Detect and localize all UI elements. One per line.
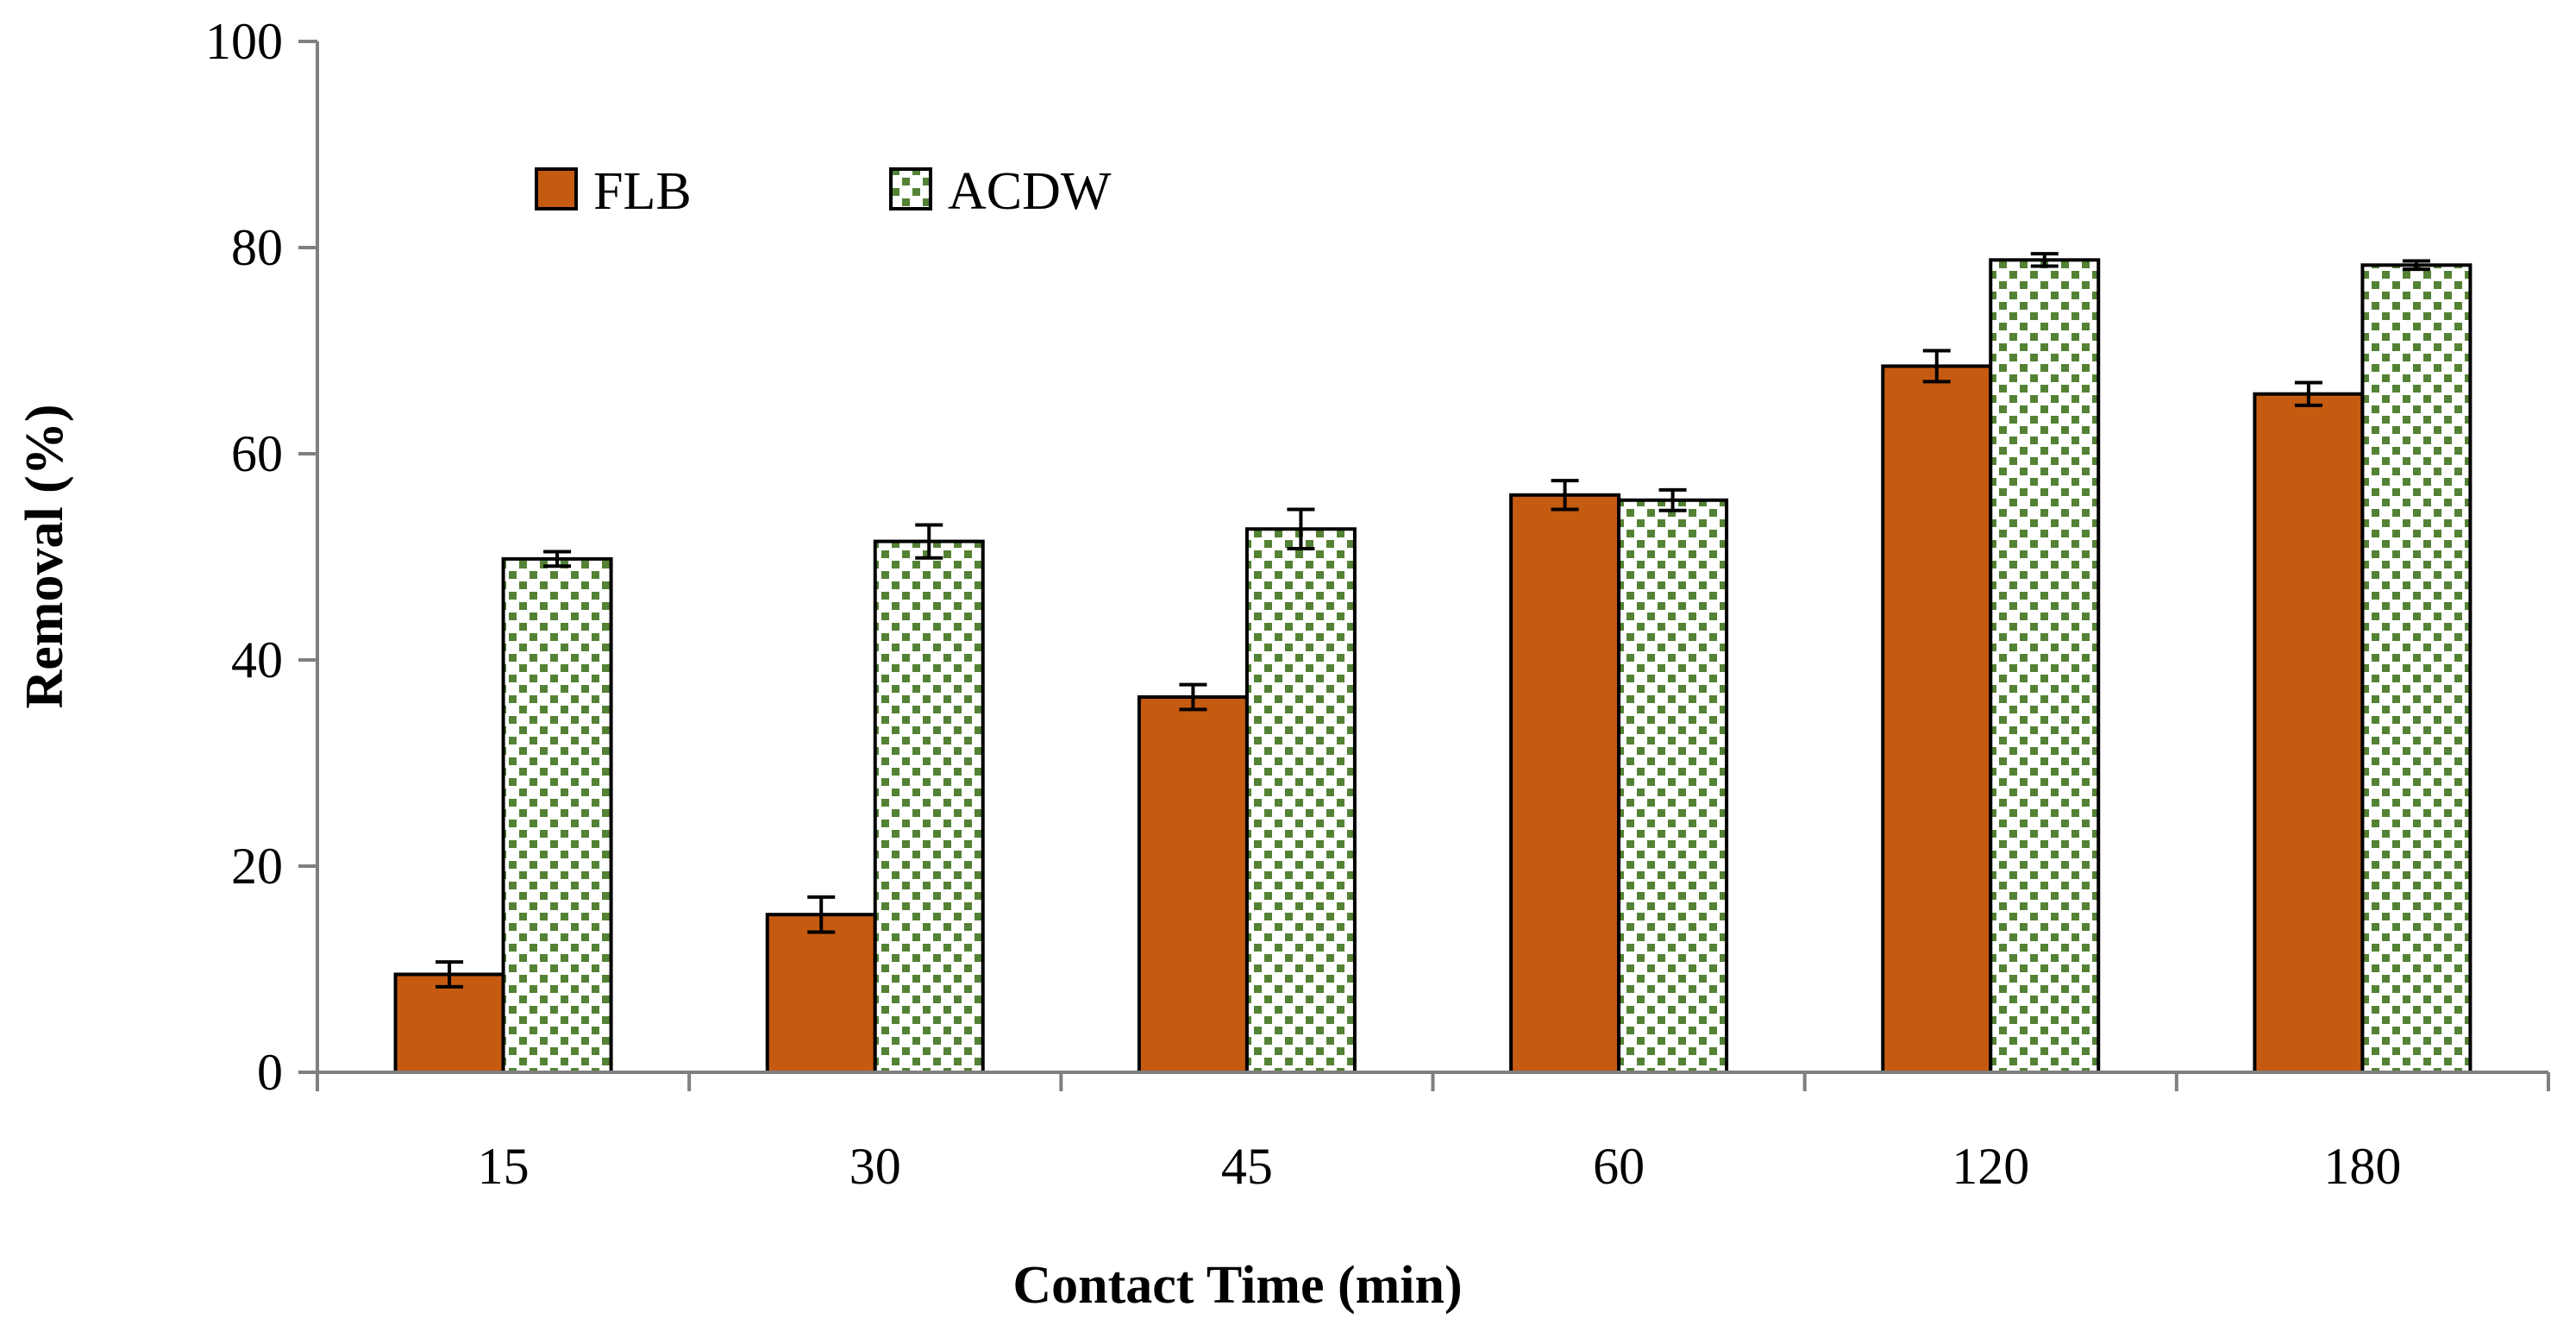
x-tick-label: 15: [478, 1138, 530, 1195]
bars-group: [393, 252, 2473, 1075]
bar-acdw-45: [1244, 527, 1357, 1074]
x-tick-label: 120: [1952, 1138, 2029, 1195]
bar-flb-180: [2253, 392, 2365, 1074]
bar-flb-45: [1137, 695, 1249, 1075]
y-tick-label: 60: [231, 425, 283, 482]
y-tick-label: 0: [257, 1044, 283, 1101]
x-tick-label: 45: [1221, 1138, 1273, 1195]
bar-acdw-60: [1617, 498, 1729, 1074]
legend: FLB ACDW: [535, 162, 1112, 221]
bar-flb-60: [1509, 493, 1621, 1074]
y-tick-label: 20: [231, 838, 283, 895]
x-axis-ticks: 15 30 45 60 120 180: [316, 1072, 2550, 1195]
x-tick-label: 180: [2323, 1138, 2401, 1195]
legend-swatch-acdw: [889, 167, 932, 210]
bar-flb-120: [1881, 364, 1993, 1074]
bar-acdw-15: [501, 556, 613, 1074]
bar-acdw-30: [873, 539, 985, 1074]
y-tick-label: 80: [231, 219, 283, 276]
bar-flb-15: [393, 972, 505, 1074]
bar-flb-30: [765, 913, 877, 1075]
bar-acdw-120: [1989, 258, 2101, 1074]
legend-label-acdw: ACDW: [948, 162, 1112, 221]
y-axis-title: Removal (%): [16, 405, 74, 709]
legend-swatch-flb: [535, 167, 578, 210]
x-axis-title: Contact Time (min): [1012, 1256, 1462, 1315]
y-axis-ticks: 0 20 40 60 80 100: [205, 13, 317, 1101]
x-tick-label: 30: [849, 1138, 901, 1195]
bar-acdw-180: [2360, 263, 2473, 1074]
legend-label-flb: FLB: [593, 162, 692, 221]
y-tick-label: 100: [205, 13, 283, 70]
y-tick-label: 40: [231, 631, 283, 688]
x-tick-label: 60: [1593, 1138, 1645, 1195]
